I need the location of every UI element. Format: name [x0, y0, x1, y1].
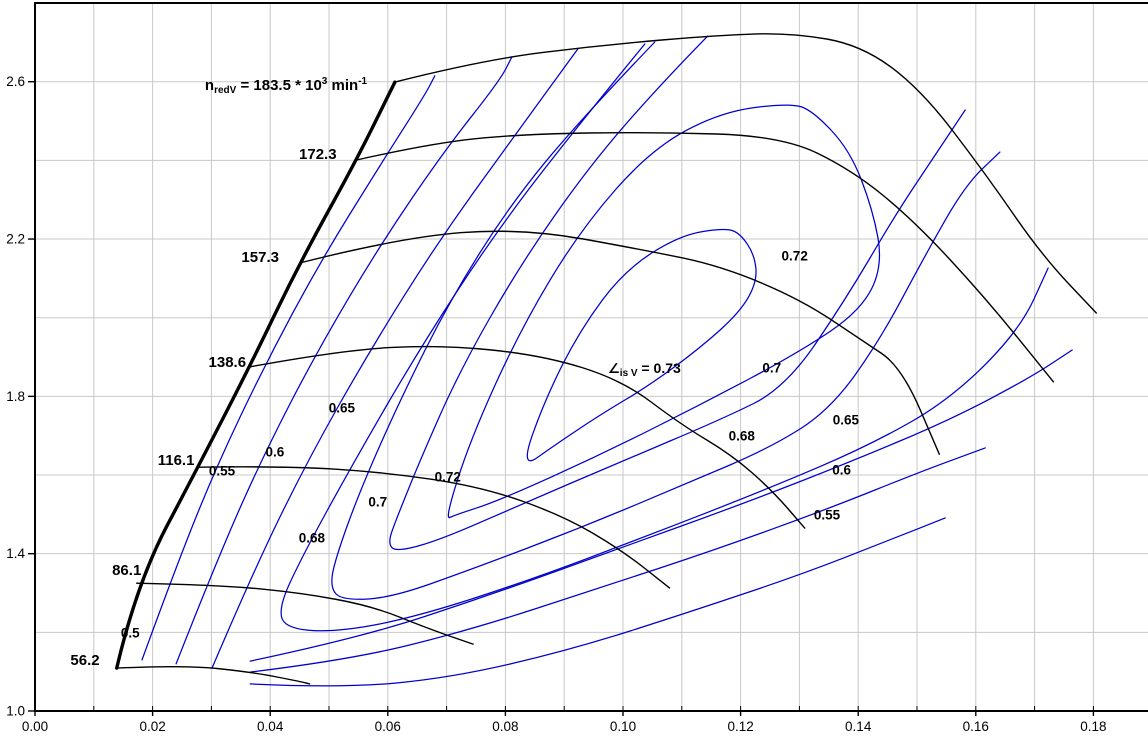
efficiency-contour-label: 0.5 [121, 626, 140, 641]
efficiency-contour-0.6 [211, 48, 579, 669]
efficiency-contour-0.55 [249, 447, 986, 673]
speed-title-annotation: nredV = 183.5 * 103 min-1 [205, 76, 368, 96]
speed-line-56.2 [116, 665, 311, 685]
speed-line-116.1 [197, 466, 671, 589]
eta-annotation: ∠is V = 0.73 [608, 360, 681, 379]
efficiency-contour-label: 0.7 [762, 361, 781, 376]
speed-line-138.6 [248, 345, 806, 529]
efficiency-contour-label: 0.6 [266, 444, 285, 459]
x-axis-tick-label: 0.14 [845, 719, 872, 734]
speed-line-157.3 [298, 230, 940, 455]
efficiency-contour-0.5 [141, 75, 436, 661]
x-axis-tick-label: 0.16 [963, 719, 989, 734]
efficiency-contour-label: 0.55 [209, 464, 236, 479]
x-axis-tick-label: 0.10 [610, 719, 636, 734]
efficiency-contour-0.73 [526, 228, 757, 462]
x-axis-tick-label: 0.06 [375, 719, 401, 734]
efficiency-contour-label: 0.6 [832, 462, 851, 477]
surge-line [115, 80, 397, 670]
y-axis-tick-label: 2.2 [6, 232, 25, 247]
efficiency-contour-label: 0.65 [329, 401, 356, 416]
efficiency-contour-label: 0.72 [782, 249, 808, 264]
efficiency-contour-0.6 [249, 349, 1073, 662]
efficiency-contour-label: 0.55 [814, 508, 841, 523]
efficiency-contour-label: 0.68 [729, 429, 756, 444]
x-axis-tick-label: 0.00 [22, 719, 48, 734]
y-axis-tick-label: 1.0 [6, 704, 25, 719]
x-axis-tick-label: 0.12 [727, 719, 753, 734]
efficiency-contour-0.55 [175, 56, 513, 665]
speed-line-label: 86.1 [112, 562, 141, 579]
x-axis-tick-label: 0.18 [1080, 719, 1106, 734]
speed-line-label: 116.1 [158, 452, 195, 469]
y-axis-tick-label: 1.4 [6, 546, 25, 561]
speed-line-172.3 [355, 132, 1055, 383]
x-axis-tick-label: 0.02 [139, 719, 165, 734]
y-axis-tick-label: 1.8 [6, 389, 25, 404]
speed-line-label: 172.3 [299, 146, 337, 163]
speed-line-label: 138.6 [209, 354, 247, 371]
efficiency-contour-0.68 [331, 41, 1001, 600]
speed-line-label: 56.2 [70, 652, 99, 669]
efficiency-contour-label: 0.7 [368, 495, 387, 510]
x-axis-tick-label: 0.08 [492, 719, 518, 734]
speed-line-86.1 [136, 582, 474, 645]
y-axis-tick-label: 2.6 [6, 74, 25, 89]
speed-line-183.5 [394, 33, 1097, 314]
efficiency-contour-label: 0.65 [833, 413, 860, 428]
efficiency-contour-label: 0.68 [299, 530, 326, 545]
speed-line-label: 157.3 [241, 249, 279, 266]
efficiency-contour-label: 0.72 [435, 470, 461, 485]
efficiency-contour-0.5 [249, 517, 946, 687]
x-axis-tick-label: 0.04 [257, 719, 284, 734]
